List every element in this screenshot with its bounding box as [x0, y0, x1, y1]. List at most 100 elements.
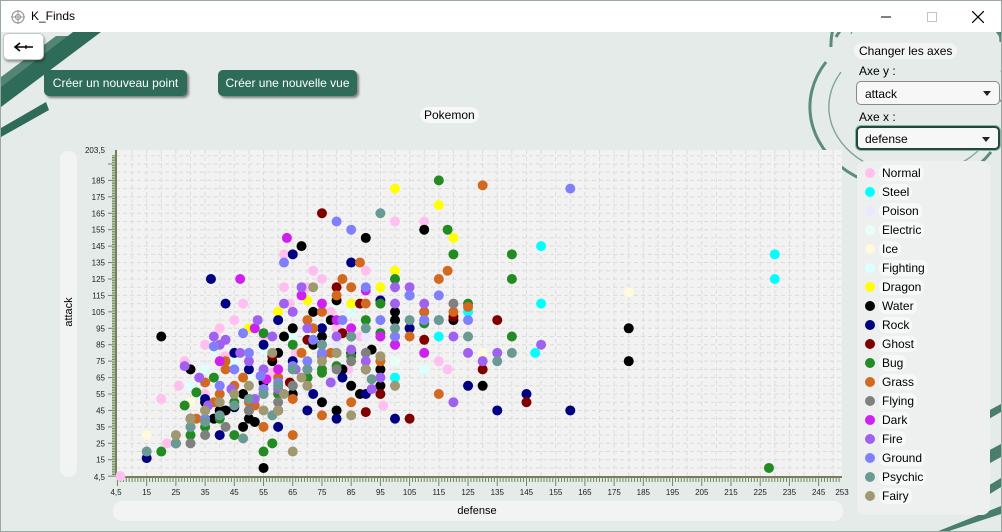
y-axis-select[interactable]: attack: [856, 81, 1000, 105]
data-point[interactable]: [375, 331, 386, 342]
data-point[interactable]: [220, 421, 231, 432]
create-point-button[interactable]: Créer un nouveau point: [44, 70, 187, 96]
data-point[interactable]: [375, 364, 386, 375]
data-point[interactable]: [200, 430, 211, 441]
data-point[interactable]: [506, 347, 517, 358]
data-point[interactable]: [273, 397, 284, 408]
data-point[interactable]: [214, 397, 225, 408]
data-point[interactable]: [331, 364, 342, 375]
data-point[interactable]: [404, 290, 415, 301]
data-point[interactable]: [419, 347, 430, 358]
data-point[interactable]: [229, 315, 240, 326]
data-point[interactable]: [390, 183, 401, 194]
data-point[interactable]: [477, 380, 488, 391]
data-point[interactable]: [162, 438, 173, 449]
data-point[interactable]: [492, 356, 503, 367]
data-point[interactable]: [243, 356, 254, 367]
title-bar[interactable]: K_Finds: [1, 1, 1001, 32]
data-point[interactable]: [281, 232, 292, 243]
data-point[interactable]: [229, 430, 240, 441]
data-point[interactable]: [273, 306, 284, 317]
data-point[interactable]: [287, 446, 298, 457]
data-point[interactable]: [238, 421, 249, 432]
data-point[interactable]: [302, 380, 313, 391]
data-point[interactable]: [200, 364, 211, 375]
data-point[interactable]: [404, 331, 415, 342]
data-point[interactable]: [214, 410, 225, 421]
data-point[interactable]: [492, 405, 503, 416]
data-point[interactable]: [346, 356, 357, 367]
data-point[interactable]: [442, 364, 453, 375]
data-point[interactable]: [185, 413, 196, 424]
data-point[interactable]: [267, 347, 278, 358]
data-point[interactable]: [360, 282, 371, 293]
data-point[interactable]: [506, 273, 517, 284]
data-point[interactable]: [506, 249, 517, 260]
data-point[interactable]: [331, 413, 342, 424]
data-point[interactable]: [477, 356, 488, 367]
data-point[interactable]: [185, 380, 196, 391]
data-point[interactable]: [448, 249, 459, 260]
data-point[interactable]: [267, 331, 278, 342]
data-point[interactable]: [214, 356, 225, 367]
data-point[interactable]: [308, 334, 319, 345]
data-point[interactable]: [390, 356, 401, 367]
data-point[interactable]: [375, 389, 386, 400]
data-point[interactable]: [375, 351, 386, 362]
data-point[interactable]: [258, 405, 269, 416]
data-point[interactable]: [185, 421, 196, 432]
data-point[interactable]: [506, 331, 517, 342]
data-point[interactable]: [220, 364, 231, 375]
back-button[interactable]: [3, 33, 44, 60]
data-point[interactable]: [156, 446, 167, 457]
data-point[interactable]: [170, 438, 181, 449]
data-point[interactable]: [316, 273, 327, 284]
data-point[interactable]: [360, 347, 371, 358]
data-point[interactable]: [214, 430, 225, 441]
data-point[interactable]: [346, 323, 357, 334]
data-point[interactable]: [141, 430, 152, 441]
data-point[interactable]: [316, 306, 327, 317]
data-point[interactable]: [360, 407, 371, 418]
data-point[interactable]: [433, 331, 444, 342]
data-point[interactable]: [463, 380, 474, 391]
data-point[interactable]: [360, 315, 371, 326]
data-point[interactable]: [316, 331, 327, 342]
data-point[interactable]: [308, 306, 319, 317]
data-point[interactable]: [331, 347, 342, 358]
data-point[interactable]: [390, 331, 401, 342]
data-point[interactable]: [375, 282, 386, 293]
data-point[interactable]: [390, 282, 401, 293]
data-point[interactable]: [156, 393, 167, 404]
data-point[interactable]: [316, 208, 327, 219]
data-point[interactable]: [390, 315, 401, 326]
create-view-button[interactable]: Créer une nouvelle vue: [218, 70, 357, 96]
data-point[interactable]: [360, 323, 371, 334]
data-point[interactable]: [477, 364, 488, 375]
data-point[interactable]: [404, 282, 415, 293]
data-point[interactable]: [536, 298, 547, 309]
data-point[interactable]: [208, 341, 219, 352]
data-point[interactable]: [316, 347, 327, 358]
data-point[interactable]: [302, 405, 313, 416]
data-point[interactable]: [419, 334, 430, 345]
data-point[interactable]: [287, 380, 298, 391]
data-point[interactable]: [273, 364, 284, 375]
data-point[interactable]: [308, 389, 319, 400]
data-point[interactable]: [229, 400, 240, 411]
data-point[interactable]: [229, 389, 240, 400]
data-point[interactable]: [390, 306, 401, 317]
data-point[interactable]: [536, 339, 547, 350]
data-point[interactable]: [477, 180, 488, 191]
data-point[interactable]: [521, 389, 532, 400]
data-point[interactable]: [390, 273, 401, 284]
data-point[interactable]: [208, 331, 219, 342]
data-point[interactable]: [346, 282, 357, 293]
data-point[interactable]: [185, 430, 196, 441]
data-point[interactable]: [296, 241, 307, 252]
data-point[interactable]: [316, 339, 327, 350]
data-point[interactable]: [316, 356, 327, 367]
data-point[interactable]: [316, 323, 327, 334]
data-point[interactable]: [360, 265, 371, 276]
data-point[interactable]: [287, 306, 298, 317]
